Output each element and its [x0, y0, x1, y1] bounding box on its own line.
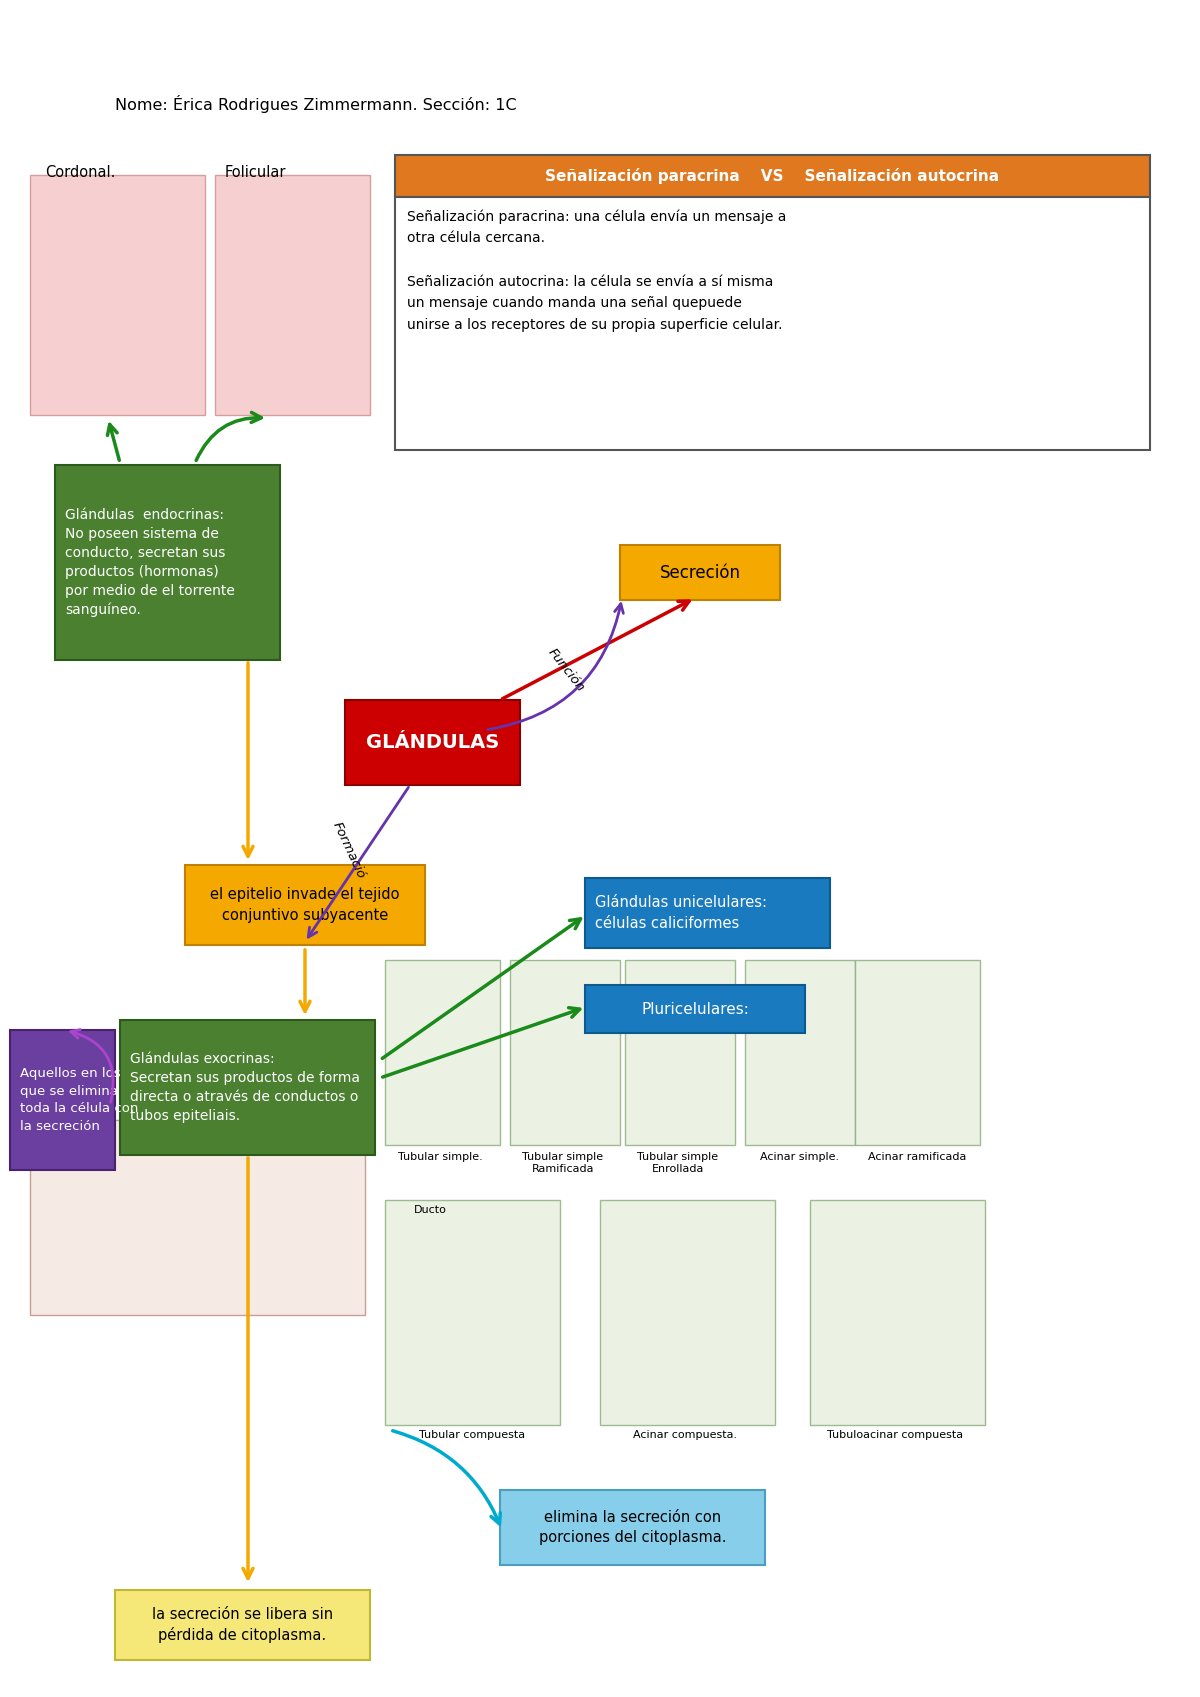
- Text: Acinar ramificada: Acinar ramificada: [868, 1152, 966, 1162]
- Text: Glándulas  endocrinas:
No poseen sistema de
conducto, secretan sus
productos (ho: Glándulas endocrinas: No poseen sistema …: [65, 507, 235, 618]
- FancyBboxPatch shape: [185, 865, 425, 945]
- FancyBboxPatch shape: [30, 1120, 365, 1315]
- FancyBboxPatch shape: [620, 545, 780, 601]
- FancyBboxPatch shape: [30, 175, 205, 416]
- FancyBboxPatch shape: [395, 197, 1150, 450]
- FancyBboxPatch shape: [385, 1200, 560, 1425]
- Text: Tubular simple
Ramificada: Tubular simple Ramificada: [522, 1152, 604, 1174]
- Text: Folicular: Folicular: [226, 165, 287, 180]
- FancyBboxPatch shape: [346, 699, 520, 786]
- FancyBboxPatch shape: [115, 1590, 370, 1660]
- Text: Tubular simple
Enrollada: Tubular simple Enrollada: [637, 1152, 719, 1174]
- Text: Ducto: Ducto: [414, 1205, 446, 1215]
- FancyBboxPatch shape: [120, 1020, 374, 1156]
- Text: elimina la secreción con
porciones del citoplasma.: elimina la secreción con porciones del c…: [539, 1510, 726, 1546]
- Text: Señalización paracrina: una célula envía un mensaje a
otra célula cercana.

Seña: Señalización paracrina: una célula envía…: [407, 209, 786, 333]
- Text: GLÁNDULAS: GLÁNDULAS: [366, 733, 499, 752]
- Text: Nome: Érica Rodrigues Zimmermann. Sección: 1C: Nome: Érica Rodrigues Zimmermann. Secció…: [115, 95, 517, 114]
- Text: Señalización paracrina    VS    Señalización autocrina: Señalización paracrina VS Señalización a…: [546, 168, 1000, 183]
- Text: Glándulas unicelulares:
células caliciformes: Glándulas unicelulares: células calicifo…: [595, 896, 767, 930]
- Text: Función: Función: [545, 647, 587, 694]
- FancyBboxPatch shape: [55, 465, 280, 660]
- Text: el epitelio invade el tejido
conjuntivo subyacente: el epitelio invade el tejido conjuntivo …: [210, 888, 400, 923]
- FancyBboxPatch shape: [745, 961, 854, 1145]
- FancyBboxPatch shape: [854, 961, 980, 1145]
- Text: Formació: Formació: [330, 820, 367, 881]
- Text: Glándulas exocrinas:
Secretan sus productos de forma
directa o através de conduc: Glándulas exocrinas: Secretan sus produc…: [130, 1052, 360, 1123]
- Text: Tubular compuesta: Tubular compuesta: [419, 1431, 526, 1441]
- Text: la secreción se libera sin
pérdida de citoplasma.: la secreción se libera sin pérdida de ci…: [152, 1607, 334, 1643]
- FancyBboxPatch shape: [10, 1030, 115, 1169]
- Text: Acinar compuesta.: Acinar compuesta.: [632, 1431, 737, 1441]
- FancyBboxPatch shape: [500, 1490, 766, 1565]
- Text: Aquellos en los
que se elimina
toda la célula con
la secreción: Aquellos en los que se elimina toda la c…: [20, 1067, 138, 1134]
- FancyBboxPatch shape: [395, 154, 1150, 197]
- Text: Cordonal.: Cordonal.: [46, 165, 115, 180]
- Text: Pluricelulares:: Pluricelulares:: [641, 1001, 749, 1017]
- FancyBboxPatch shape: [510, 961, 620, 1145]
- FancyBboxPatch shape: [810, 1200, 985, 1425]
- Text: Tubular simple.: Tubular simple.: [397, 1152, 482, 1162]
- FancyBboxPatch shape: [586, 984, 805, 1033]
- Text: Tubuloacinar compuesta: Tubuloacinar compuesta: [827, 1431, 964, 1441]
- FancyBboxPatch shape: [625, 961, 734, 1145]
- FancyBboxPatch shape: [385, 961, 500, 1145]
- FancyBboxPatch shape: [215, 175, 370, 416]
- FancyBboxPatch shape: [600, 1200, 775, 1425]
- FancyBboxPatch shape: [586, 877, 830, 949]
- Text: Acinar simple.: Acinar simple.: [761, 1152, 840, 1162]
- Text: Secreción: Secreción: [660, 563, 740, 582]
